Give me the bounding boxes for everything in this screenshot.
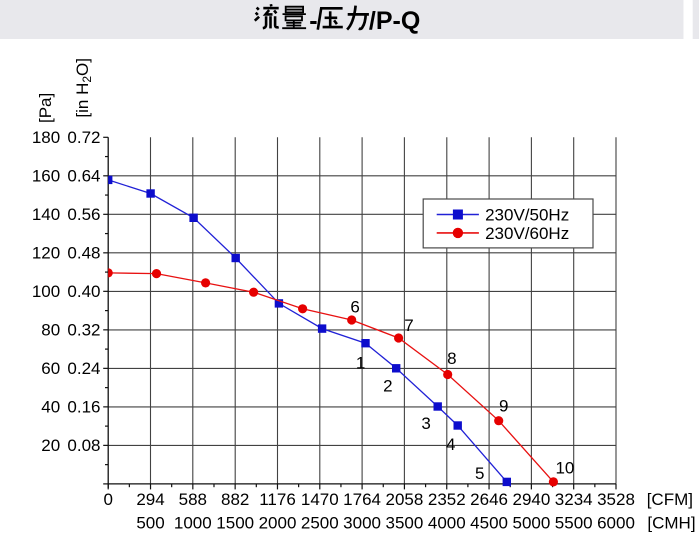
svg-text:10: 10 (555, 459, 574, 478)
svg-text:8: 8 (447, 349, 456, 368)
svg-text:0.72: 0.72 (67, 128, 100, 147)
svg-text:6000: 6000 (597, 514, 635, 533)
svg-text:3528: 3528 (597, 490, 635, 509)
svg-text:5500: 5500 (555, 514, 593, 533)
svg-text:4500: 4500 (470, 514, 508, 533)
svg-text:3000: 3000 (343, 514, 381, 533)
svg-text:294: 294 (136, 490, 164, 509)
svg-text:3500: 3500 (385, 514, 423, 533)
svg-text:7: 7 (404, 316, 413, 335)
svg-text:2940: 2940 (512, 490, 550, 509)
svg-text:0.48: 0.48 (67, 244, 100, 263)
svg-text:4000: 4000 (428, 514, 466, 533)
svg-text:3: 3 (421, 414, 430, 433)
svg-text:1500: 1500 (216, 514, 254, 533)
svg-text:0.32: 0.32 (67, 321, 100, 340)
svg-text:5000: 5000 (512, 514, 550, 533)
svg-text:5: 5 (475, 464, 484, 483)
svg-text:180: 180 (32, 128, 60, 147)
svg-text:120: 120 (32, 244, 60, 263)
svg-text:230V/50Hz: 230V/50Hz (485, 206, 569, 225)
svg-text:9: 9 (499, 397, 508, 416)
svg-text:0.24: 0.24 (67, 359, 100, 378)
svg-text:0.40: 0.40 (67, 282, 100, 301)
svg-text:588: 588 (179, 490, 207, 509)
svg-text:140: 140 (32, 205, 60, 224)
svg-text:6: 6 (350, 297, 359, 316)
svg-text:-: - (309, 7, 317, 35)
svg-text:[in H2O]: [in H2O] (73, 58, 94, 118)
svg-text:1: 1 (356, 354, 365, 373)
svg-text:0: 0 (103, 490, 112, 509)
svg-text:230V/60Hz: 230V/60Hz (485, 224, 569, 243)
svg-text:100: 100 (32, 282, 60, 301)
svg-text:1764: 1764 (343, 490, 381, 509)
svg-text:20: 20 (41, 436, 60, 455)
svg-text:0.08: 0.08 (67, 436, 100, 455)
svg-text:0.16: 0.16 (67, 398, 100, 417)
svg-text:882: 882 (221, 490, 249, 509)
svg-text:1470: 1470 (301, 490, 339, 509)
svg-text:/P-Q: /P-Q (369, 7, 420, 35)
svg-text:0.56: 0.56 (67, 205, 100, 224)
svg-text:500: 500 (136, 514, 164, 533)
svg-text:[CFM]: [CFM] (647, 490, 693, 509)
svg-text:4: 4 (446, 435, 455, 454)
svg-text:3234: 3234 (555, 490, 593, 509)
svg-text:2000: 2000 (259, 514, 297, 533)
svg-text:2500: 2500 (301, 514, 339, 533)
svg-text:1176: 1176 (259, 490, 296, 509)
svg-text:[CMH]: [CMH] (647, 514, 695, 533)
svg-text:60: 60 (41, 359, 60, 378)
svg-text:2: 2 (383, 377, 392, 396)
svg-text:0.64: 0.64 (67, 167, 100, 186)
svg-text:160: 160 (32, 167, 60, 186)
svg-text:40: 40 (41, 398, 60, 417)
svg-text:1000: 1000 (174, 514, 212, 533)
svg-text:80: 80 (41, 321, 60, 340)
svg-text:2058: 2058 (385, 490, 423, 509)
svg-text:2352: 2352 (428, 490, 466, 509)
svg-text:[Pa]: [Pa] (36, 93, 55, 123)
svg-text:2646: 2646 (470, 490, 508, 509)
